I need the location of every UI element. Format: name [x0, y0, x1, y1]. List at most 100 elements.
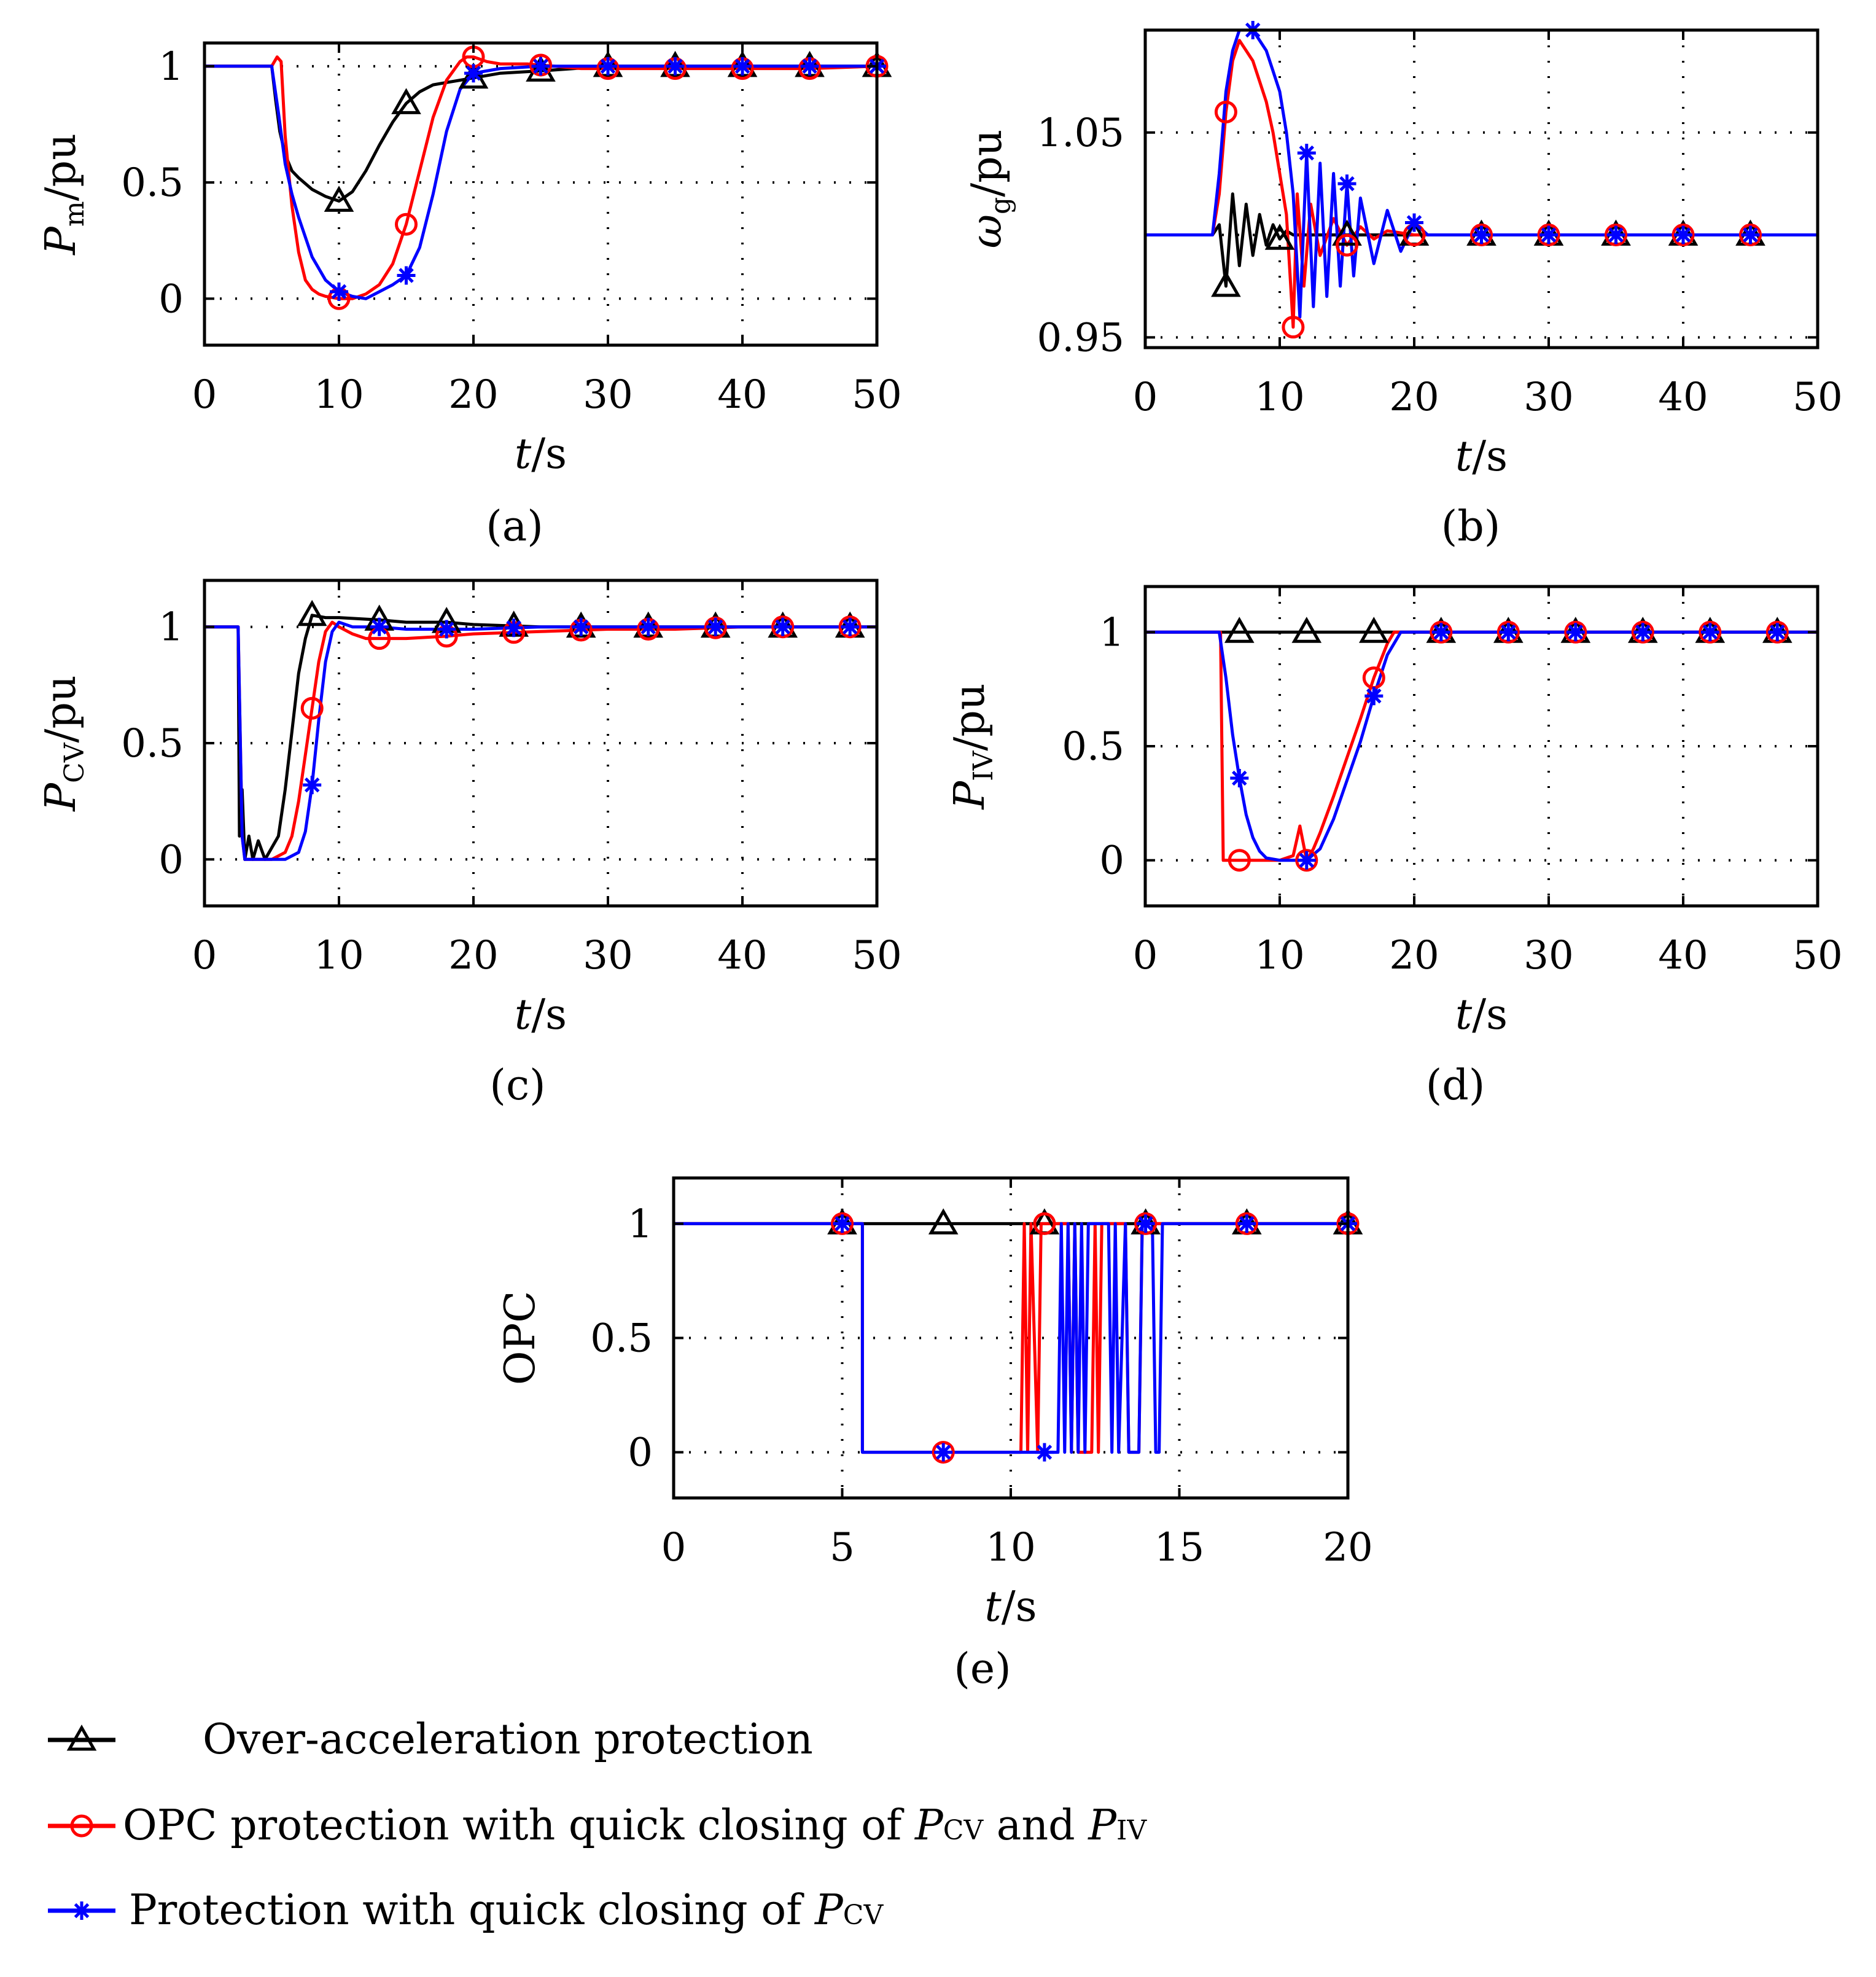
legend-label: OPC protection with quick closing of PCV…	[123, 1801, 1147, 1850]
x-tick-label: 10	[986, 1525, 1035, 1570]
legend: Over-acceleration protection OPC protecti…	[48, 1715, 1147, 1935]
series-2-marker	[531, 57, 550, 76]
series-1-marker	[1699, 620, 1722, 644]
series-group	[1145, 30, 1818, 329]
series-group	[674, 1222, 1348, 1454]
series-0-marker	[324, 185, 354, 212]
x-tick-label: 40	[717, 372, 767, 418]
chart-panel-e: 0 5 10 15 20 0 0.5 1 t/s OPC (e)	[496, 1176, 1373, 1693]
legend-item: Over-acceleration protection	[48, 1715, 813, 1764]
series-2-marker	[934, 1443, 953, 1462]
x-tick-label: 10	[314, 372, 364, 418]
y-tick-label: 1	[158, 605, 184, 650]
series-1-marker	[1336, 233, 1358, 257]
series-2-marker	[773, 617, 792, 636]
chart-panel-a: 0 10 20 30 40 50 0 0.5 1 t/s Pm/pu (a)	[37, 41, 902, 551]
x-axis-label: t/s	[1455, 991, 1508, 1039]
x-tick-label: 0	[1133, 375, 1158, 420]
series-1-marker	[1605, 224, 1627, 247]
series-group	[204, 55, 877, 300]
series-2-marker	[1297, 851, 1316, 870]
series-2-marker	[1499, 623, 1518, 642]
y-axis-label: PIV/pu	[946, 683, 999, 810]
series-1-marker	[1470, 224, 1493, 247]
series-1-marker	[1765, 620, 1789, 644]
series-0-marker	[458, 62, 489, 89]
x-axis-label: t/s	[1455, 432, 1508, 481]
series-2-marker	[1237, 1214, 1256, 1233]
legend-label: Over-acceleration protection	[203, 1715, 813, 1764]
series-line-1	[1145, 39, 1818, 329]
y-axis-label: Pm/pu	[37, 133, 90, 256]
series-group	[1145, 630, 1818, 862]
y-tick-label: 0	[158, 276, 184, 322]
x-tick-label: 0	[661, 1525, 687, 1570]
series-1-marker	[1672, 224, 1695, 247]
x-tick-label: 10	[314, 933, 364, 978]
x-tick-label: 20	[1323, 1525, 1372, 1570]
series-0-marker	[1211, 270, 1241, 297]
series-2-marker	[370, 617, 389, 636]
series-line-0	[204, 64, 877, 203]
x-axis-label: t/s	[515, 430, 567, 478]
series-2-marker	[1768, 623, 1787, 642]
series-1-marker	[1739, 224, 1762, 247]
x-tick-label: 10	[1255, 375, 1304, 420]
series-line-1	[204, 55, 877, 300]
x-tick-label: 30	[1524, 375, 1573, 420]
series-2-marker	[1364, 687, 1384, 706]
y-tick-label: 1	[1099, 610, 1124, 655]
series-2-marker	[397, 266, 416, 285]
x-tick-label: 50	[852, 933, 901, 978]
y-axis-label: ωg/pu	[963, 130, 1016, 249]
y-axis-label: OPC	[496, 1291, 545, 1386]
x-tick-label: 5	[830, 1525, 855, 1570]
legend-marker	[66, 1724, 97, 1751]
x-tick-label: 50	[1792, 375, 1842, 420]
legend-marker	[70, 1814, 93, 1838]
y-tick-label: 0	[1099, 838, 1124, 884]
series-0-marker	[297, 599, 327, 626]
y-tick-label: 0	[628, 1430, 653, 1476]
x-tick-label: 30	[1524, 933, 1573, 978]
plot-frame	[1143, 28, 1820, 349]
y-tick-label: 0.95	[1037, 315, 1125, 361]
plot-frame	[203, 41, 879, 347]
panel-caption: (c)	[489, 1061, 545, 1110]
series-2-marker	[1035, 1443, 1054, 1462]
series-2-marker	[1633, 623, 1652, 642]
x-tick-label: 50	[852, 372, 901, 418]
series-1-marker	[831, 1212, 854, 1235]
series-1-marker	[1214, 100, 1237, 123]
series-2-marker	[599, 57, 617, 76]
panel-caption: (b)	[1441, 502, 1501, 551]
series-2-marker	[639, 617, 658, 636]
series-1-marker	[771, 615, 795, 639]
x-tick-label: 20	[1389, 933, 1439, 978]
chart-panel-b: 0 10 20 30 40 50 0.95 1.05 t/s ωg/pu (b)	[963, 21, 1843, 551]
series-2-marker	[1136, 1214, 1155, 1233]
series-1-marker	[1430, 620, 1453, 644]
series-2-marker	[437, 620, 456, 639]
series-line-1	[1145, 630, 1818, 862]
series-2-marker	[1297, 144, 1316, 163]
x-tick-label: 50	[1792, 933, 1842, 978]
series-1-marker	[1631, 620, 1654, 644]
series-2-marker	[733, 57, 752, 76]
series-1-marker	[1295, 849, 1318, 872]
series-1-marker	[838, 615, 862, 639]
series-line-2	[674, 1222, 1348, 1454]
legend-item: Protection with quick closing of PCV	[48, 1886, 884, 1935]
chart-panel-d: 0 10 20 30 40 50 0 0.5 1 t/s PIV/pu (d)	[946, 585, 1843, 1110]
series-2-marker	[841, 617, 860, 636]
panel-caption: (d)	[1426, 1061, 1485, 1110]
series-2-marker	[800, 57, 819, 76]
series-1-marker	[1228, 849, 1251, 872]
y-tick-label: 0.5	[1062, 724, 1124, 770]
y-tick-label: 0.5	[121, 721, 184, 766]
series-0-marker	[526, 55, 556, 82]
x-tick-label: 40	[1658, 933, 1708, 978]
series-line-1	[674, 1222, 1348, 1454]
x-tick-label: 40	[717, 933, 767, 978]
series-2-marker	[833, 1214, 852, 1233]
